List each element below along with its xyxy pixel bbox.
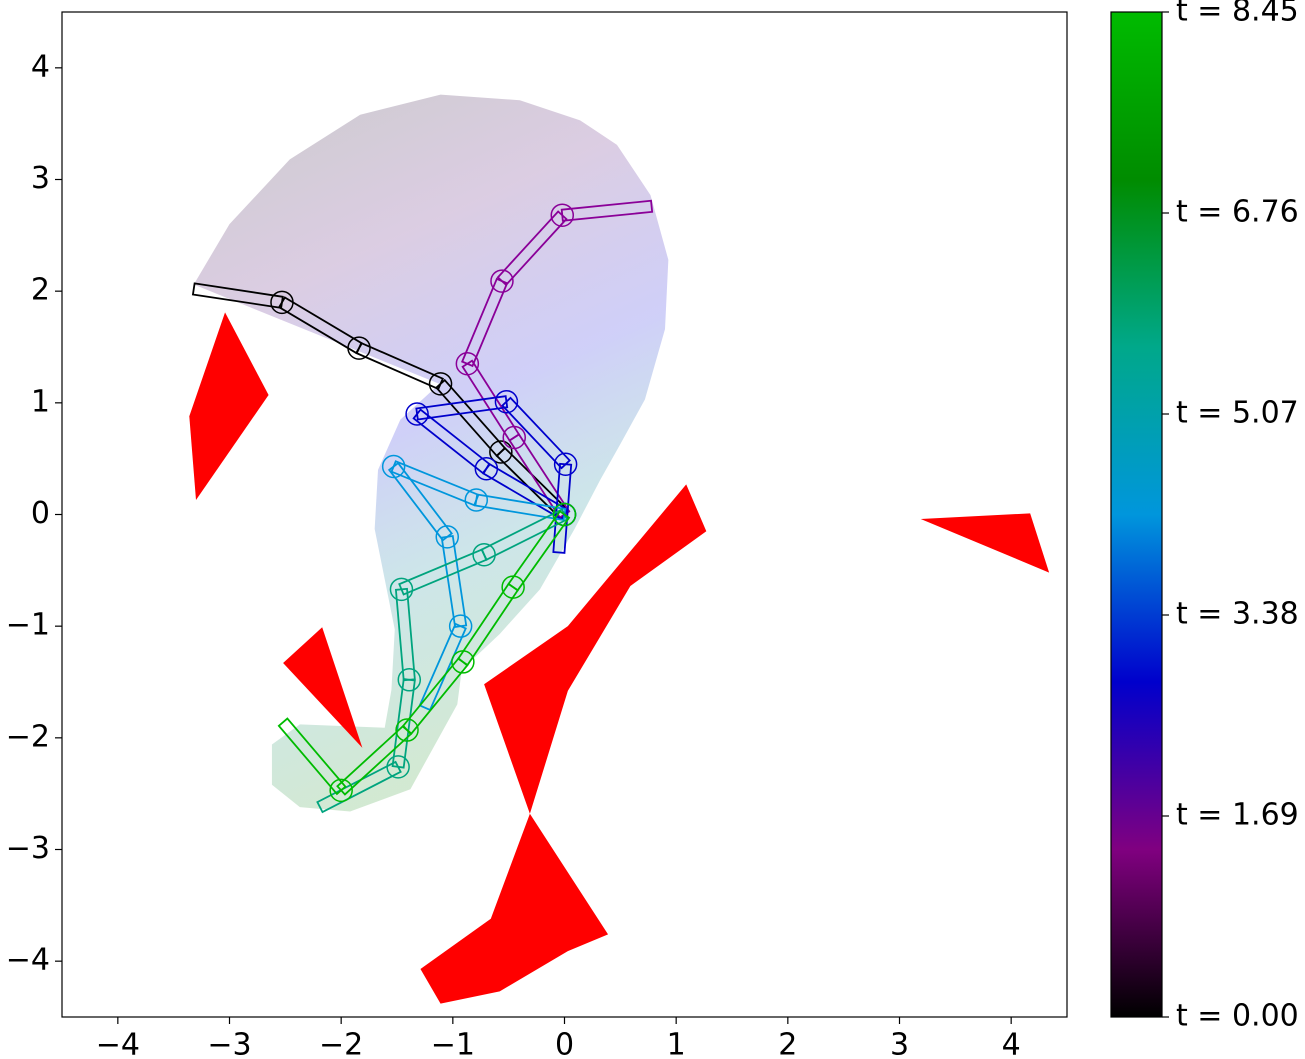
arm-link bbox=[390, 460, 480, 507]
x-tick-label: −1 bbox=[431, 1028, 475, 1059]
arm-joint bbox=[386, 755, 410, 779]
arm-link bbox=[398, 548, 488, 596]
arm-joint bbox=[397, 668, 422, 692]
y-tick-label: −4 bbox=[6, 943, 50, 978]
obstacle bbox=[189, 312, 269, 500]
colorbar-tick-label: t = 5.07 bbox=[1176, 396, 1299, 431]
y-tick-label: 2 bbox=[31, 273, 50, 308]
x-tick-label: 3 bbox=[890, 1028, 909, 1059]
arm-link bbox=[277, 717, 347, 796]
x-tick-label: 4 bbox=[1002, 1028, 1021, 1059]
y-tick-label: −1 bbox=[6, 608, 50, 643]
x-tick-label: −4 bbox=[96, 1028, 140, 1059]
arm-joint bbox=[451, 650, 475, 674]
arm-link bbox=[560, 199, 654, 222]
arm-link bbox=[412, 408, 492, 475]
arm-link bbox=[277, 296, 364, 355]
arm-joint bbox=[347, 336, 371, 360]
arm-joint bbox=[501, 575, 525, 599]
arm-joint bbox=[329, 778, 353, 803]
arm-link bbox=[435, 378, 507, 457]
arm-link bbox=[191, 282, 284, 309]
arm-joint bbox=[389, 577, 414, 602]
arm-joint bbox=[472, 542, 496, 567]
arm-joint bbox=[270, 290, 294, 315]
arm-joint bbox=[405, 402, 429, 426]
arm-joint bbox=[448, 614, 473, 638]
arm-link bbox=[336, 724, 413, 796]
arm-joint bbox=[455, 352, 480, 376]
arm-link bbox=[501, 396, 571, 470]
y-tick-label: 1 bbox=[31, 384, 50, 419]
x-tick-label: 1 bbox=[667, 1028, 686, 1059]
colorbar bbox=[1110, 11, 1163, 1018]
obstacle bbox=[420, 813, 609, 1004]
arm-joint bbox=[381, 454, 406, 479]
arm-joint bbox=[502, 425, 526, 450]
y-tick-label: 4 bbox=[31, 49, 50, 84]
arm-joint bbox=[428, 372, 453, 396]
y-tick-label: 3 bbox=[31, 161, 50, 196]
arm-link bbox=[391, 678, 416, 769]
arm-joint bbox=[552, 502, 577, 527]
arm-joint bbox=[553, 452, 578, 476]
arm-joint bbox=[435, 525, 459, 549]
arm-link bbox=[496, 210, 568, 287]
y-tick-label: −2 bbox=[6, 719, 50, 754]
arm-link bbox=[552, 462, 573, 554]
arm-joint bbox=[395, 718, 419, 742]
x-tick-label: 2 bbox=[778, 1028, 797, 1059]
arm-joint bbox=[550, 203, 575, 227]
colorbar-tick-label: t = 1.69 bbox=[1176, 798, 1299, 833]
obstacle bbox=[484, 484, 707, 814]
arm-joint bbox=[474, 456, 499, 481]
x-tick-label: −3 bbox=[207, 1028, 251, 1059]
colorbar-tick-label: t = 6.76 bbox=[1176, 195, 1299, 230]
arm-joint bbox=[464, 488, 489, 512]
swept-region bbox=[193, 94, 669, 812]
obstacle bbox=[920, 513, 1050, 573]
y-tick-label: 0 bbox=[31, 496, 50, 531]
colorbar-tick-label: t = 0.00 bbox=[1176, 999, 1299, 1034]
colorbar-tick-label: t = 8.45 bbox=[1176, 0, 1299, 29]
arm-joint bbox=[494, 389, 519, 414]
x-tick-label: 0 bbox=[555, 1028, 574, 1059]
x-tick-label: −2 bbox=[319, 1028, 363, 1059]
arm-joint bbox=[489, 440, 513, 464]
arm-link bbox=[415, 395, 509, 421]
obstacle bbox=[283, 627, 363, 748]
y-tick-label: −3 bbox=[6, 831, 50, 866]
colorbar-tick-label: t = 3.38 bbox=[1176, 597, 1299, 632]
arm-joint bbox=[490, 269, 514, 293]
arm-link bbox=[461, 359, 521, 442]
